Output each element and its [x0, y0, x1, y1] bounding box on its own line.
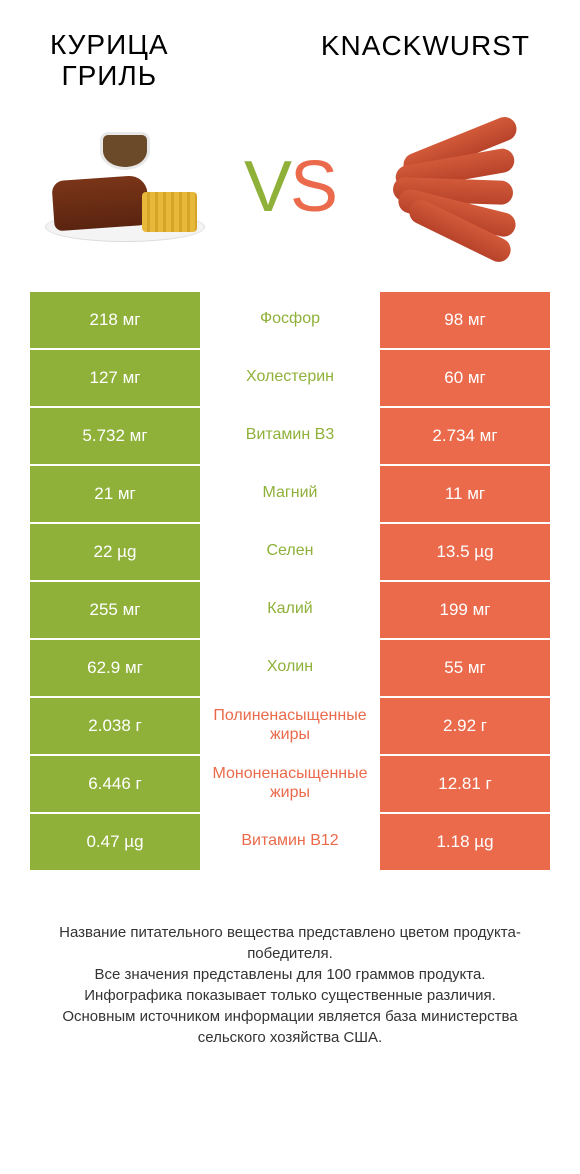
- nutrient-label: Мононенасыщенные жиры: [200, 756, 380, 812]
- vs-row: VS: [0, 112, 580, 292]
- right-value-cell: 11 мг: [380, 466, 550, 522]
- footer-line-3: Инфографика показывает только существенн…: [30, 985, 550, 1006]
- left-value-cell: 5.732 мг: [30, 408, 200, 464]
- right-value-cell: 2.92 г: [380, 698, 550, 754]
- right-value-cell: 13.5 µg: [380, 524, 550, 580]
- nutrient-label: Холестерин: [200, 350, 380, 406]
- table-row: 21 мгМагний11 мг: [30, 466, 550, 522]
- left-value-cell: 6.446 г: [30, 756, 200, 812]
- left-value-cell: 22 µg: [30, 524, 200, 580]
- table-row: 5.732 мгВитамин B32.734 мг: [30, 408, 550, 464]
- right-value-cell: 12.81 г: [380, 756, 550, 812]
- footer-notes: Название питательного вещества представл…: [0, 872, 580, 1048]
- left-value-cell: 255 мг: [30, 582, 200, 638]
- left-product-title: КУРИЦА ГРИЛЬ: [50, 30, 169, 92]
- nutrient-label: Фосфор: [200, 292, 380, 348]
- right-food-image: [370, 122, 540, 252]
- nutrient-label: Калий: [200, 582, 380, 638]
- left-value-cell: 0.47 µg: [30, 814, 200, 870]
- right-value-cell: 98 мг: [380, 292, 550, 348]
- comparison-table: 218 мгФосфор98 мг127 мгХолестерин60 мг5.…: [0, 292, 580, 870]
- left-value-cell: 21 мг: [30, 466, 200, 522]
- left-food-image: [40, 122, 210, 252]
- header: КУРИЦА ГРИЛЬ KNACKWURST: [0, 0, 580, 112]
- vs-s: S: [290, 146, 336, 228]
- nutrient-label: Полиненасыщенные жиры: [200, 698, 380, 754]
- table-row: 22 µgСелен13.5 µg: [30, 524, 550, 580]
- nutrient-label: Холин: [200, 640, 380, 696]
- table-row: 62.9 мгХолин55 мг: [30, 640, 550, 696]
- footer-line-2: Все значения представлены для 100 граммо…: [30, 964, 550, 985]
- right-value-cell: 55 мг: [380, 640, 550, 696]
- nutrient-label: Магний: [200, 466, 380, 522]
- nutrient-label: Селен: [200, 524, 380, 580]
- footer-line-4: Основным источником информации является …: [30, 1006, 550, 1048]
- left-value-cell: 127 мг: [30, 350, 200, 406]
- nutrient-label: Витамин B3: [200, 408, 380, 464]
- table-row: 6.446 гМононенасыщенные жиры12.81 г: [30, 756, 550, 812]
- vs-v: V: [244, 146, 290, 228]
- footer-line-1: Название питательного вещества представл…: [30, 922, 550, 964]
- table-row: 218 мгФосфор98 мг: [30, 292, 550, 348]
- nutrient-label: Витамин B12: [200, 814, 380, 870]
- table-row: 127 мгХолестерин60 мг: [30, 350, 550, 406]
- right-value-cell: 1.18 µg: [380, 814, 550, 870]
- table-row: 2.038 гПолиненасыщенные жиры2.92 г: [30, 698, 550, 754]
- left-value-cell: 218 мг: [30, 292, 200, 348]
- right-value-cell: 199 мг: [380, 582, 550, 638]
- right-value-cell: 60 мг: [380, 350, 550, 406]
- table-row: 255 мгКалий199 мг: [30, 582, 550, 638]
- right-value-cell: 2.734 мг: [380, 408, 550, 464]
- left-value-cell: 2.038 г: [30, 698, 200, 754]
- table-row: 0.47 µgВитамин B121.18 µg: [30, 814, 550, 870]
- vs-label: VS: [244, 146, 336, 228]
- right-product-title: KNACKWURST: [321, 30, 530, 62]
- left-value-cell: 62.9 мг: [30, 640, 200, 696]
